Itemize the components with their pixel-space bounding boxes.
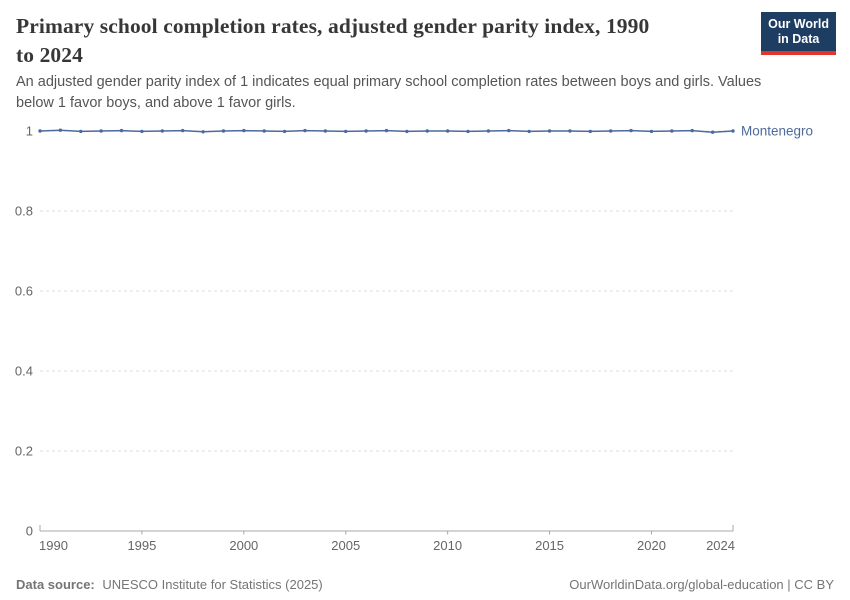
data-point: [384, 128, 389, 133]
chart-subtitle: An adjusted gender parity index of 1 ind…: [16, 72, 796, 114]
x-tick-label: 2020: [637, 538, 666, 553]
data-point: [507, 128, 511, 133]
data-point: [180, 128, 185, 133]
data-point: [405, 129, 409, 134]
y-tick-label: 0.2: [15, 444, 33, 459]
data-point: [344, 129, 348, 134]
data-point: [282, 129, 287, 134]
data-point: [221, 129, 226, 133]
data-source-label: Data source:: [16, 577, 95, 592]
data-point: [588, 129, 593, 134]
x-tick-label: 1990: [39, 538, 68, 553]
line-chart-plot[interactable]: 0 0.2 0.4 0.6 0.8 1 1990 1995 2000 2005 2010 2015 20…: [0, 90, 850, 568]
x-tick-label: 2010: [433, 538, 462, 553]
data-point: [242, 128, 246, 133]
data-point: [629, 128, 633, 133]
data-source-text: UNESCO Institute for Statistics (2025): [102, 577, 323, 592]
chart-subtitle-line: An adjusted gender parity index of 1 ind…: [16, 74, 762, 90]
data-point: [609, 129, 613, 133]
x-tick-label: 2005: [331, 538, 360, 553]
data-point: [58, 128, 63, 132]
data-point: [303, 128, 307, 133]
y-tick-label: 0.4: [15, 364, 33, 379]
data-point: [710, 130, 715, 134]
data-point: [568, 129, 572, 133]
x-tick-label: 1995: [127, 538, 156, 553]
data-point: [262, 129, 266, 133]
footer-link[interactable]: OurWorldinData.org/global-education | CC…: [569, 577, 834, 592]
chart-title: Primary school completion rates, adjuste…: [16, 12, 756, 70]
owid-logo-text: in Data: [777, 32, 820, 46]
chart-title-line: Primary school completion rates, adjuste…: [16, 14, 650, 38]
y-tick-label: 1: [26, 124, 33, 139]
x-tick-label: 2024: [706, 538, 735, 553]
data-point: [425, 129, 429, 133]
data-point: [690, 128, 694, 133]
data-point: [79, 129, 83, 134]
data-point: [140, 129, 144, 134]
chart-footer: Data source: UNESCO Institute for Statis…: [0, 569, 850, 600]
data-point: [119, 128, 124, 133]
data-point: [547, 129, 552, 133]
data-point: [99, 129, 103, 133]
y-tick-label: 0.6: [15, 284, 33, 299]
data-point: [486, 129, 491, 133]
data-point: [160, 129, 164, 133]
x-tick-label: 2000: [229, 538, 258, 553]
owid-logo-text: Our World: [768, 17, 829, 31]
x-tick-label: 2015: [535, 538, 564, 553]
chart-title-line: to 2024: [16, 43, 83, 67]
data-point: [201, 130, 205, 134]
y-tick-label: 0.8: [15, 204, 33, 219]
owid-logo[interactable]: Our World in Data: [761, 12, 836, 55]
data-point: [527, 129, 531, 134]
data-point: [364, 129, 368, 133]
data-point: [670, 129, 674, 133]
data-point: [323, 129, 328, 133]
chart-header: Primary school completion rates, adjuste…: [16, 12, 756, 70]
series-label-montenegro: Montenegro: [741, 124, 813, 139]
y-tick-label: 0: [26, 524, 33, 539]
data-point: [731, 129, 735, 133]
data-point: [466, 129, 470, 134]
data-point: [649, 129, 654, 134]
data-point: [445, 129, 450, 133]
data-point: [38, 129, 42, 133]
chart-subtitle-line: below 1 favor boys, and above 1 favor gi…: [16, 95, 296, 111]
data-source: Data source: UNESCO Institute for Statis…: [16, 577, 323, 592]
